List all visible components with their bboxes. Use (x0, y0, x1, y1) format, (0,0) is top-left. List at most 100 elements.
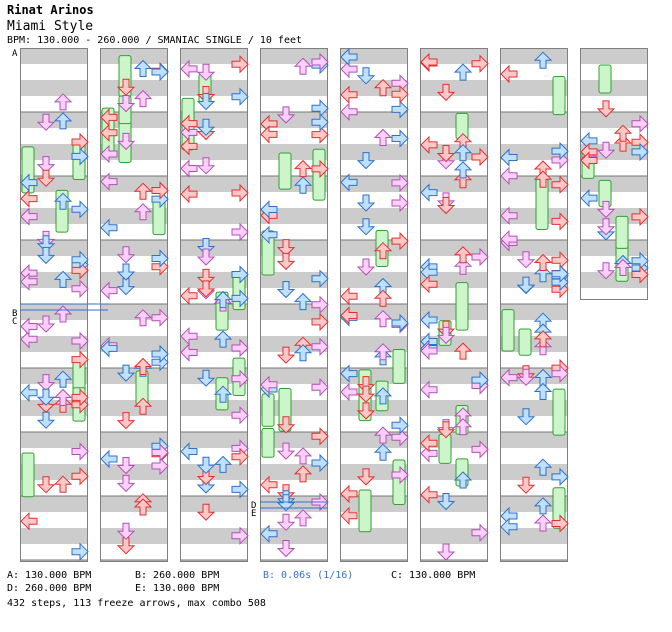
step-arrow (340, 102, 358, 121)
step-arrow (36, 476, 56, 494)
marker-b: B (12, 309, 17, 319)
step-arrow (293, 447, 313, 465)
step-arrow (340, 173, 358, 192)
step-arrow (516, 368, 536, 387)
step-arrow (133, 203, 153, 221)
step-arrow (293, 176, 313, 194)
step-arrow (53, 270, 73, 288)
step-arrow (196, 369, 216, 387)
marker-a: A (12, 49, 18, 59)
step-arrow (356, 258, 376, 276)
step-arrow (116, 522, 136, 540)
step-arrow (596, 200, 616, 219)
step-arrow (196, 456, 216, 475)
artist-name: Rinat Arinos (7, 3, 94, 17)
step-arrow (373, 443, 393, 461)
marker-c: C (12, 317, 17, 327)
step-arrow (613, 124, 633, 142)
step-arrow (391, 231, 409, 251)
freeze-arrow (615, 215, 629, 249)
step-arrow (596, 100, 616, 118)
step-arrow (373, 309, 393, 328)
step-arrow (231, 369, 249, 389)
step-arrow (500, 229, 518, 249)
step-arrow (276, 239, 296, 257)
step-arrow (116, 246, 136, 264)
step-arrow (196, 268, 216, 287)
step-arrow (436, 543, 456, 561)
step-arrow (36, 388, 56, 406)
step-arrow (71, 331, 89, 351)
step-arrow (420, 52, 438, 72)
step-arrow (260, 125, 278, 144)
step-arrow (311, 269, 329, 288)
step-arrow (276, 106, 296, 124)
freeze-arrow (552, 76, 566, 116)
step-arrow (151, 308, 169, 327)
step-arrow (213, 455, 233, 473)
step-arrow (420, 310, 438, 330)
step-arrow (551, 264, 569, 284)
step-arrow (373, 343, 393, 361)
step-arrow (20, 383, 38, 403)
step-arrow (196, 63, 216, 81)
freeze-arrow (312, 148, 326, 201)
step-arrow (340, 287, 358, 306)
step-arrow (20, 272, 38, 291)
step-arrow (471, 440, 489, 459)
step-arrow (533, 264, 553, 283)
freeze-arrow (501, 309, 515, 352)
step-arrow (36, 235, 56, 253)
step-arrow (596, 218, 616, 236)
legend-bpm-e: E: 130.000 BPM (135, 583, 220, 594)
step-arrow (260, 475, 278, 495)
freeze-arrow (278, 152, 292, 190)
step-arrow (100, 123, 118, 143)
step-arrow (500, 368, 518, 387)
step-arrow (373, 387, 393, 405)
step-arrow (196, 118, 216, 136)
step-arrow (36, 246, 56, 265)
step-arrow (311, 312, 329, 332)
step-arrow (420, 485, 438, 504)
step-arrow (356, 152, 376, 170)
step-arrow (551, 514, 569, 533)
step-arrow (311, 453, 329, 473)
song-title: Miami Style (7, 19, 94, 34)
step-arrow (356, 194, 376, 212)
step-arrow (133, 357, 153, 375)
step-arrow (20, 189, 38, 208)
step-arrow (293, 465, 313, 483)
step-arrow (311, 377, 329, 397)
step-arrow (420, 341, 438, 361)
step-arrow (116, 474, 136, 493)
step-arrow (151, 344, 169, 364)
step-arrow (231, 405, 249, 425)
step-arrow (53, 192, 73, 210)
step-arrow (516, 408, 536, 426)
legend-stop-b: B: 0.06s (1/16) (263, 570, 354, 581)
step-arrow (151, 181, 169, 200)
step-arrow (180, 343, 198, 362)
step-arrow (453, 418, 473, 436)
step-arrow (533, 51, 553, 69)
step-arrow (36, 315, 56, 333)
step-arrow (53, 112, 73, 130)
step-arrow (356, 218, 376, 236)
step-arrow (500, 166, 518, 186)
freeze-arrow (261, 393, 275, 427)
step-arrow (471, 54, 489, 73)
step-arrow (516, 476, 536, 494)
step-arrow (260, 375, 278, 395)
step-arrow (420, 135, 438, 155)
step-arrow (100, 449, 118, 469)
step-arrow (276, 416, 296, 434)
step-arrow (340, 85, 358, 105)
step-arrow (260, 225, 278, 245)
step-arrow (71, 467, 89, 486)
step-arrow (133, 89, 153, 108)
step-arrow (276, 540, 296, 558)
step-arrow (276, 513, 296, 532)
step-arrow (340, 306, 358, 325)
